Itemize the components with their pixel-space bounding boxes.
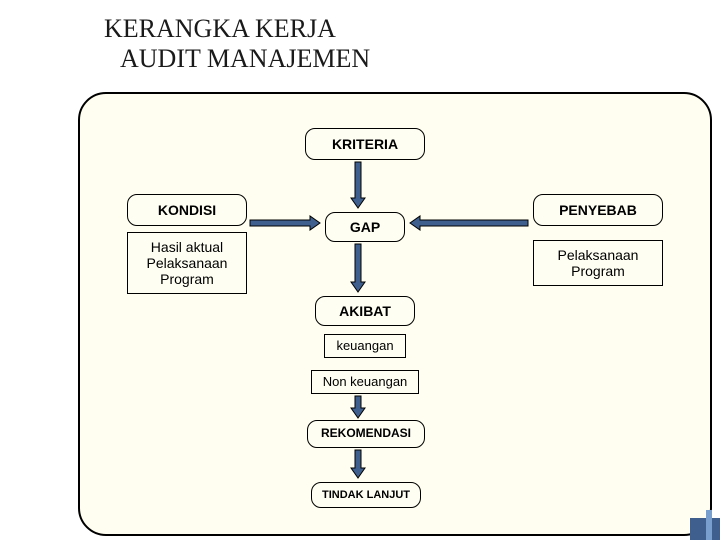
node-penyebab-label: PENYEBAB (559, 202, 637, 218)
node-keuangan: keuangan (324, 334, 406, 358)
node-rekomendasi-label: REKOMENDASI (321, 427, 411, 441)
node-kriteria-label: KRITERIA (332, 136, 398, 152)
node-gap-label: GAP (350, 219, 380, 235)
node-kriteria: KRITERIA (305, 128, 425, 160)
node-akibat: AKIBAT (315, 296, 415, 326)
node-penyebab_sub: Pelaksanaan Program (533, 240, 663, 286)
node-tindak-label: TINDAK LANJUT (322, 489, 410, 502)
node-kondisi-label: KONDISI (158, 202, 216, 218)
node-rekomendasi: REKOMENDASI (307, 420, 425, 448)
accent-corner (680, 500, 720, 540)
node-kondisi: KONDISI (127, 194, 247, 226)
node-akibat-label: AKIBAT (339, 303, 391, 319)
node-kondisi_sub-label: Hasil aktual Pelaksanaan Program (147, 239, 228, 287)
node-nonkeu-label: Non keuangan (323, 375, 408, 390)
node-keuangan-label: keuangan (336, 339, 393, 354)
node-kondisi_sub: Hasil aktual Pelaksanaan Program (127, 232, 247, 294)
title-line-2: AUDIT MANAJEMEN (104, 44, 370, 74)
slide-title: KERANGKA KERJA AUDIT MANAJEMEN (104, 14, 370, 74)
node-penyebab: PENYEBAB (533, 194, 663, 226)
node-nonkeu: Non keuangan (311, 370, 419, 394)
node-gap: GAP (325, 212, 405, 242)
title-line-1: KERANGKA KERJA (104, 14, 370, 44)
node-tindak: TINDAK LANJUT (311, 482, 421, 508)
node-penyebab_sub-label: Pelaksanaan Program (558, 247, 639, 279)
